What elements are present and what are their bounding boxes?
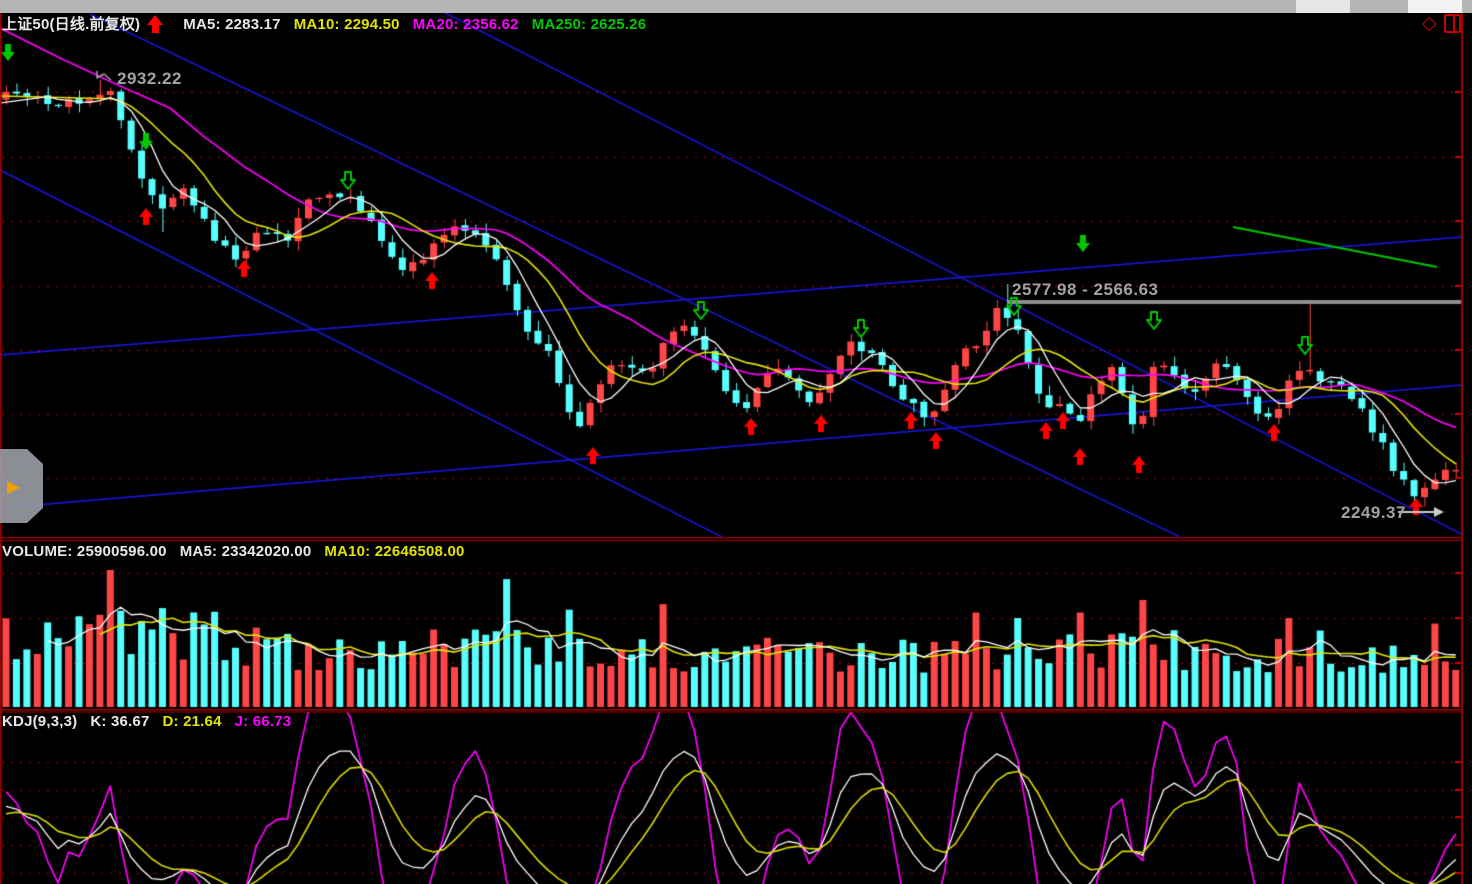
top-strip-segment — [1408, 0, 1462, 13]
window-top-strip — [0, 0, 1472, 13]
window-controls: ◇ — [1422, 14, 1461, 33]
diamond-icon[interactable]: ◇ — [1422, 13, 1437, 34]
kdj-d-label: D: 21.64 — [162, 713, 222, 730]
instrument-title: 上证50(日线.前复权) — [2, 15, 141, 33]
kdj-panel-header: KDJ(9,3,3) K: 36.67 D: 21.64 J: 66.73 — [2, 714, 304, 729]
expand-arrow-icon: ▶ — [7, 476, 21, 496]
restore-window-icon[interactable] — [1443, 14, 1461, 33]
ma10-label: MA10: 2294.50 — [293, 15, 400, 33]
sidebar-expand-handle[interactable]: ▶ — [0, 449, 43, 523]
kdj-title-label: KDJ(9,3,3) — [2, 713, 78, 730]
price-up-arrow-icon — [147, 15, 170, 33]
volume-ma10-label: MA10: 22646508.00 — [324, 543, 465, 560]
main-chart-header: 上证50(日线.前复权) MA5: 2283.17 MA10: 2294.50 … — [2, 15, 659, 33]
volume-ma5-label: MA5: 23342020.00 — [179, 543, 312, 560]
restore-icon-bar — [1452, 16, 1455, 31]
top-strip-segment — [1296, 0, 1350, 13]
ma250-label: MA250: 2625.26 — [531, 15, 647, 33]
last-low-annotation: 2249.37 — [1341, 503, 1406, 522]
gap-range-annotation: 2577.98 - 2566.63 — [1012, 280, 1159, 299]
volume-value-label: VOLUME: 25900596.00 — [2, 543, 167, 560]
volume-panel-header: VOLUME: 25900596.00 MA5: 23342020.00 MA1… — [2, 544, 478, 559]
kdj-k-label: K: 36.67 — [90, 713, 150, 730]
ma20-label: MA20: 2356.62 — [412, 15, 519, 33]
ma5-label: MA5: 2283.17 — [183, 15, 281, 33]
peak-price-annotation: 2932.22 — [117, 69, 182, 88]
kdj-j-label: J: 66.73 — [234, 713, 292, 730]
